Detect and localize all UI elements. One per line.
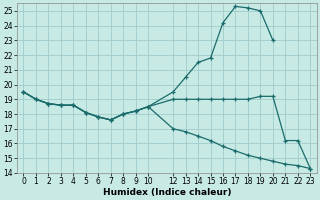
X-axis label: Humidex (Indice chaleur): Humidex (Indice chaleur) [103,188,231,197]
